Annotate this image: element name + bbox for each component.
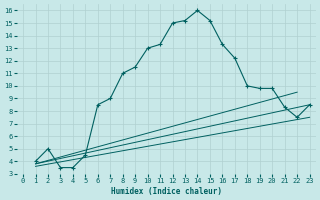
X-axis label: Humidex (Indice chaleur): Humidex (Indice chaleur)	[111, 187, 222, 196]
